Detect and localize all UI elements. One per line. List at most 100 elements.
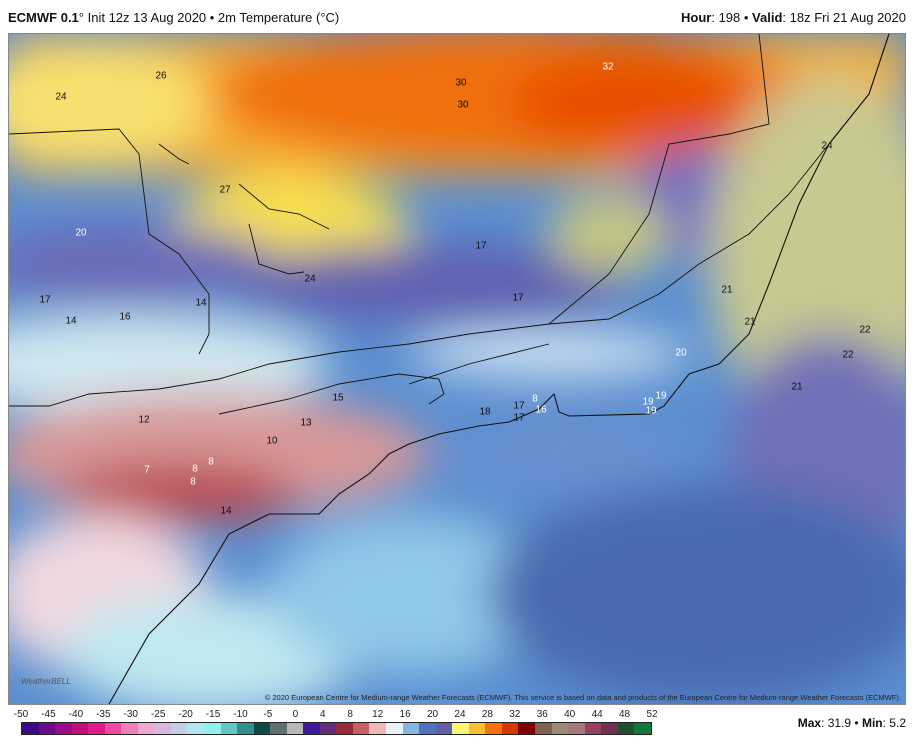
degree: ° xyxy=(78,10,84,25)
temperature-field xyxy=(9,34,905,704)
colorbar-swatch xyxy=(518,723,535,734)
temperature-value-label: 8 xyxy=(190,476,196,488)
temperature-value-label: 7 xyxy=(144,464,150,476)
temperature-value-label: 21 xyxy=(744,316,756,328)
colorbar-tick-label: -5 xyxy=(263,709,273,720)
colorbar-swatch xyxy=(468,723,486,734)
temperature-value-label: 20 xyxy=(675,347,687,359)
temperature-value-label: 8 xyxy=(192,463,198,475)
colorbar-tick-label: 32 xyxy=(509,709,521,720)
colorbar-swatch xyxy=(485,723,502,734)
valid-time: Hour: 198 • Valid: 18z Fri 21 Aug 2020 xyxy=(681,10,906,25)
colorbar-tick-label: 24 xyxy=(454,709,466,720)
state-border xyxy=(9,128,210,355)
temperature-value-label: 30 xyxy=(457,99,469,111)
temperature-value-label: 17 xyxy=(39,294,51,306)
temperature-value-label: 8 xyxy=(532,393,538,405)
weatherbell-logo: WeatherBELL xyxy=(21,677,71,686)
colorbar-swatch xyxy=(253,723,271,734)
temperature-value-label: 10 xyxy=(266,435,278,447)
colorbar-swatch xyxy=(71,723,89,734)
colorbar-swatch xyxy=(104,723,122,734)
temperature-value-label: 20 xyxy=(75,227,87,239)
temperature-value-label: 14 xyxy=(195,297,207,309)
reservoir-outline xyxy=(158,143,330,275)
colorbar-swatch xyxy=(187,723,205,734)
colorbar-swatch xyxy=(601,723,618,734)
colorbar-swatch xyxy=(88,723,105,734)
temperature-value-label: 16 xyxy=(535,404,547,416)
colorbar-swatch xyxy=(386,723,403,734)
colorbar-swatch xyxy=(419,723,436,734)
colorbar-swatch xyxy=(501,723,519,734)
colorbar-swatch xyxy=(336,723,353,734)
temperature-value-label: 24 xyxy=(821,140,833,152)
temperature-value-label: 18 xyxy=(479,406,491,418)
temperature-value-label: 24 xyxy=(55,91,67,103)
temperature-value-label: 17 xyxy=(513,400,525,412)
max-min-stats: Max: 31.9 • Min: 5.2 xyxy=(798,716,906,730)
colorbar-tick-label: -30 xyxy=(123,709,138,720)
colorbar-tick-label: -50 xyxy=(13,709,29,720)
colorbar-tick-label: -25 xyxy=(150,709,166,720)
temperature-value-label: 17 xyxy=(512,292,524,304)
temperature-value-label: 15 xyxy=(332,392,344,404)
colorbar-tick-label: 20 xyxy=(426,709,439,720)
copyright-text: © 2020 European Centre for Medium-range … xyxy=(264,693,901,702)
temperature-value-label: 16 xyxy=(119,311,131,323)
colorbar-swatch xyxy=(237,723,254,734)
state-border xyxy=(9,34,890,407)
colorbar-swatch xyxy=(38,723,56,734)
colorbar-swatch xyxy=(352,723,370,734)
colorbar-tick-label: -20 xyxy=(178,709,193,720)
temperature-value-label: 22 xyxy=(859,324,871,336)
colorbar-tick-label: 48 xyxy=(619,709,631,720)
temperature-value-label: 14 xyxy=(65,315,77,327)
temperature-value-label: 19 xyxy=(645,405,657,417)
colorbar-tick-label: 28 xyxy=(481,709,493,720)
colorbar-tick-label: -10 xyxy=(233,709,248,720)
colorbar-swatch xyxy=(534,723,552,734)
colorbar-swatch xyxy=(435,723,453,734)
colorbar-swatch xyxy=(634,723,651,734)
init-info: Init 12z 13 Aug 2020 • 2m Temperature (°… xyxy=(84,10,340,25)
min-value: : 5.2 xyxy=(882,716,906,730)
colorbar-swatch xyxy=(551,723,569,734)
colorbar-tick-label: -35 xyxy=(96,709,111,720)
colorbar-swatch xyxy=(220,723,238,734)
colorbar xyxy=(21,722,652,735)
colorbar-swatch xyxy=(204,723,221,734)
colorbar-tick-label: -40 xyxy=(68,709,84,720)
colorbar-tick-label: -45 xyxy=(41,709,56,720)
colorbar-swatch xyxy=(584,723,602,734)
colorbar-swatch xyxy=(617,723,635,734)
temperature-value-label: 19 xyxy=(642,396,654,408)
colorbar-swatch xyxy=(55,723,72,734)
min-label: Min xyxy=(861,716,883,730)
temperature-value-label: 17 xyxy=(513,412,525,424)
max-value: : 31.9 • xyxy=(821,716,862,730)
hour-value: : 198 • xyxy=(711,10,753,25)
colorbar-tick-label: 44 xyxy=(591,709,603,720)
colorbar-tick-label: 36 xyxy=(536,709,548,720)
colorbar-tick-label: 52 xyxy=(646,709,658,720)
colorbar-swatch xyxy=(303,723,320,734)
temperature-value-label: 21 xyxy=(791,381,803,393)
colorbar-tick-label: 12 xyxy=(372,709,384,720)
temperature-value-label: 27 xyxy=(219,184,231,196)
colorbar-tick-label: 8 xyxy=(347,709,353,720)
temperature-value-label: 21 xyxy=(721,284,733,296)
colorbar-tick-label: 16 xyxy=(399,709,411,720)
valid-label: Valid xyxy=(752,10,783,25)
temperature-value-label: 13 xyxy=(300,417,312,429)
colorbar-swatch xyxy=(154,723,171,734)
colorbar-swatch xyxy=(137,723,155,734)
colorbar-swatch xyxy=(402,723,420,734)
colorbar-swatch xyxy=(568,723,585,734)
max-label: Max xyxy=(797,716,822,730)
temperature-value-label: 22 xyxy=(842,349,854,361)
temperature-value-label: 24 xyxy=(304,273,316,285)
temperature-value-label: 32 xyxy=(602,61,614,73)
hour-label: Hour xyxy=(681,10,712,25)
temperature-map[interactable]: 26 24 30 30 32 24 27 20 17 24 17 14 17 21 14 16 21 22 20 22… xyxy=(8,33,906,705)
